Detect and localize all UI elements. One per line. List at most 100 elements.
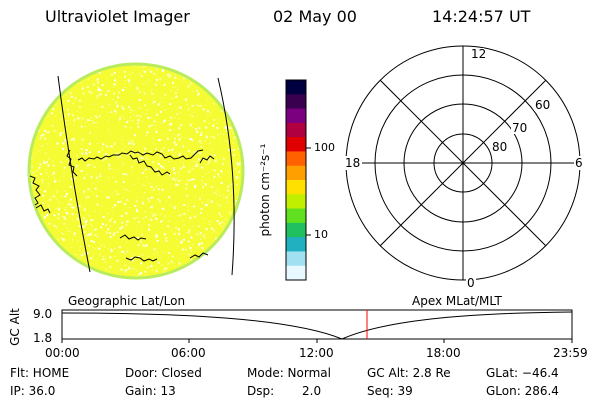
- globe-speckle: [85, 235, 87, 237]
- globe-speckle: [47, 173, 48, 175]
- globe-speckle: [128, 106, 131, 109]
- globe-speckle: [74, 140, 76, 142]
- globe-speckle: [209, 76, 211, 78]
- globe-speckle: [81, 117, 84, 120]
- globe-speckle: [170, 64, 172, 66]
- globe-speckle: [136, 122, 139, 125]
- globe-speckle: [156, 240, 159, 242]
- globe-speckle: [126, 190, 128, 191]
- globe-speckle: [46, 89, 48, 91]
- globe-speckle: [46, 171, 48, 173]
- globe-speckle: [135, 216, 137, 218]
- globe-speckle: [169, 103, 172, 105]
- globe-speckle: [111, 167, 113, 169]
- globe-speckle: [31, 204, 33, 205]
- globe-speckle: [44, 137, 47, 140]
- globe-speckle: [191, 167, 194, 170]
- globe-speckle: [91, 164, 93, 166]
- globe-speckle: [232, 132, 234, 134]
- globe-speckle: [198, 242, 201, 245]
- globe-speckle: [237, 147, 240, 150]
- globe-speckle: [95, 248, 97, 250]
- globe-speckle: [239, 94, 242, 96]
- globe-speckle: [101, 105, 104, 108]
- globe-speckle: [150, 125, 152, 127]
- globe-speckle: [103, 255, 105, 257]
- globe-speckle: [175, 183, 178, 186]
- globe-speckle: [142, 137, 144, 139]
- globe-speckle: [33, 154, 35, 156]
- globe-speckle: [85, 221, 87, 224]
- globe-speckle: [114, 255, 116, 257]
- globe-speckle: [122, 173, 125, 175]
- globe-speckle: [168, 263, 170, 265]
- globe-speckle: [118, 246, 121, 249]
- globe-speckle: [151, 117, 153, 119]
- globe-speckle: [118, 155, 121, 158]
- globe-speckle: [60, 119, 62, 121]
- globe-speckle: [155, 125, 157, 127]
- globe-speckle: [102, 216, 105, 218]
- globe-speckle: [70, 206, 73, 209]
- globe-speckle: [236, 269, 239, 272]
- globe-speckle: [197, 158, 200, 161]
- globe-speckle: [230, 164, 233, 167]
- globe-speckle: [88, 151, 91, 154]
- globe-speckle: [182, 276, 185, 278]
- globe-speckle: [68, 160, 71, 163]
- globe-speckle: [175, 74, 176, 76]
- globe-speckle: [200, 263, 201, 265]
- globe-speckle: [197, 225, 200, 228]
- globe-speckle: [42, 92, 45, 94]
- globe-speckle: [94, 187, 97, 190]
- globe-speckle: [41, 214, 43, 216]
- globe-speckle: [159, 110, 162, 113]
- polar-label-bg-70: [511, 122, 529, 134]
- globe-speckle: [180, 152, 182, 154]
- globe-speckle: [232, 102, 235, 105]
- globe-speckle: [197, 105, 199, 107]
- globe-speckle: [93, 121, 96, 124]
- globe-speckle: [219, 205, 221, 207]
- globe-speckle: [81, 152, 84, 155]
- globe-speckle: [98, 115, 101, 118]
- polar-plot: [345, 45, 581, 281]
- globe-speckle: [188, 108, 190, 110]
- globe-speckle: [138, 100, 139, 102]
- globe-speckle: [33, 122, 35, 124]
- globe-speckle: [215, 122, 217, 124]
- globe-speckle: [91, 223, 92, 225]
- globe-speckle: [158, 174, 160, 176]
- globe-rim: [27, 62, 245, 280]
- globe-speckle: [122, 202, 124, 203]
- globe-speckle: [101, 245, 103, 247]
- globe-speckle: [236, 265, 239, 268]
- globe-speckle: [162, 252, 164, 254]
- globe-speckle: [201, 247, 204, 250]
- globe-speckle: [163, 163, 165, 165]
- globe-speckle: [137, 107, 139, 109]
- polar-label-bg-18: [344, 156, 362, 170]
- globe-speckle: [68, 260, 70, 261]
- globe-speckle: [77, 82, 79, 84]
- globe-speckle: [161, 188, 164, 191]
- globe-speckle: [93, 103, 95, 105]
- globe-speckle: [198, 127, 201, 130]
- globe-speckle: [66, 73, 68, 75]
- globe-speckle: [190, 82, 193, 85]
- globe-speckle: [88, 244, 89, 246]
- altitude-tick-9: 9.0: [33, 307, 53, 321]
- globe-speckle: [114, 247, 116, 249]
- globe-speckle: [192, 178, 195, 181]
- globe-speckle: [41, 67, 44, 70]
- globe-speckle: [96, 94, 99, 97]
- globe-speckle: [56, 249, 58, 251]
- globe-speckle: [77, 168, 79, 170]
- globe-speckle: [35, 95, 37, 96]
- globe-speckle: [96, 81, 99, 84]
- globe-speckle: [237, 164, 240, 167]
- globe-speckle: [186, 103, 188, 105]
- globe-speckle: [109, 256, 112, 259]
- globe-speckle: [124, 86, 126, 88]
- globe-speckle: [142, 171, 145, 174]
